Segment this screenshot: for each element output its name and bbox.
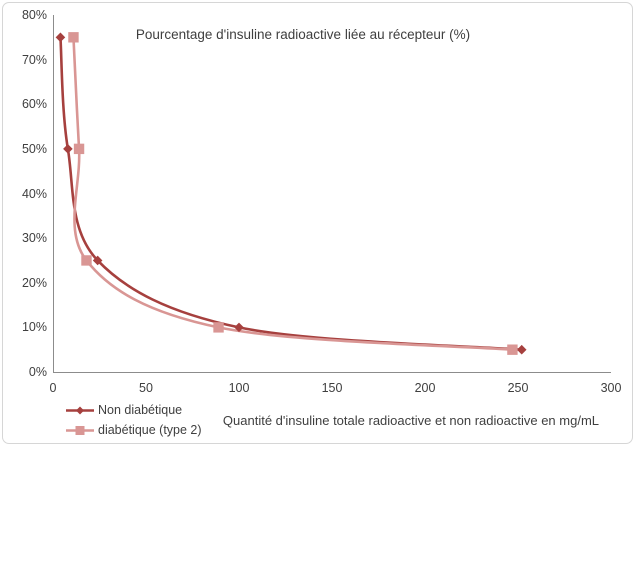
series-line-0 [59,36,524,351]
legend-item-non-diabetique: Non diabétique [65,400,202,420]
legend-label-diabetique-type-2: diabétique (type 2) [98,423,202,437]
x-tick-label: 250 [507,381,529,395]
y-tick-label: 50% [21,141,47,156]
series-0-marker-diamond [516,344,527,355]
legend-item-diabetique-type-2: diabétique (type 2) [65,420,202,440]
y-tick-label: 10% [21,320,47,335]
series-1-marker-square [81,255,92,266]
x-tick-label: 0 [49,381,57,395]
series-1-marker-square [507,344,518,355]
legend-marker-square [75,425,85,435]
chart-frame: Pourcentage d'insuline radioactive liée … [2,2,633,444]
x-tick-label: 300 [600,381,622,395]
legend-swatch-square-icon [66,425,94,435]
x-tick-label: 150 [321,381,343,395]
series-0-marker-diamond [92,255,103,266]
x-tick-label: 200 [414,381,436,395]
legend-swatch-diamond-icon [66,406,94,414]
y-tick-label: 0% [28,365,47,379]
y-tick-label: 20% [21,275,47,290]
x-tick-label: 50 [139,381,153,395]
series-0-marker-diamond [63,144,73,154]
y-tick-label: 40% [21,186,47,201]
y-tick-label: 70% [21,52,47,67]
chart-title: Pourcentage d'insuline radioactive liée … [135,27,471,42]
series-line-1 [72,36,514,351]
y-tick-label: 80% [21,8,47,22]
x-tick-label: 100 [228,381,250,395]
x-axis-title: Quantité d'insuline totale radioactive e… [222,413,599,428]
plot-area [53,15,611,373]
series-0-marker-diamond [55,32,66,43]
legend-marker-diamond [76,406,84,414]
series-1-marker-square [68,32,79,43]
y-tick-label: 30% [21,231,47,246]
series-1-marker-square [213,322,224,333]
legend-label-non-diabetique: Non diabétique [98,403,183,417]
series-0-marker-diamond [234,322,244,333]
legend: Non diabétique diabétique (type 2) [65,400,202,440]
series-1-marker-square [73,143,85,155]
y-tick-label: 60% [21,97,47,112]
